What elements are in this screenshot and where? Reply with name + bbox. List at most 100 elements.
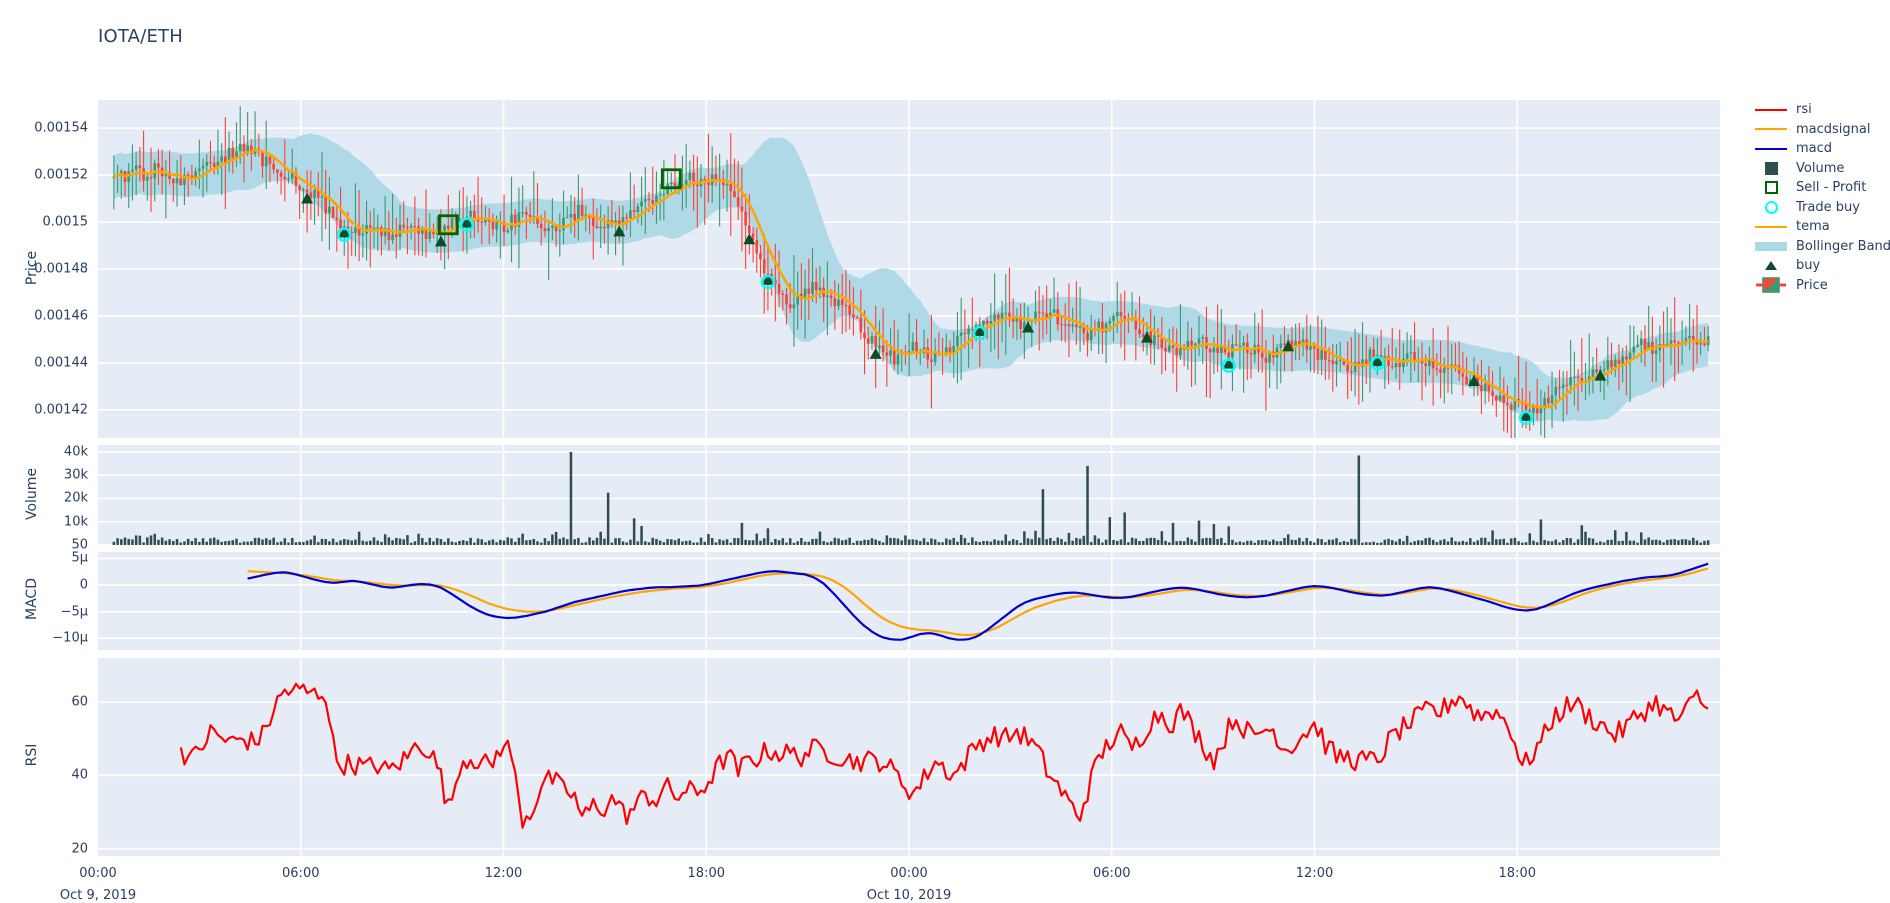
page-title: IOTA/ETH bbox=[98, 26, 183, 47]
legend-item[interactable]: macd bbox=[1752, 139, 1890, 159]
buy-marker bbox=[460, 216, 473, 228]
buy-marker bbox=[743, 233, 756, 245]
trade-buy-marker bbox=[760, 274, 776, 290]
axis-tick-label: 0.00152 bbox=[34, 167, 88, 183]
axis-tick-label: 0.00148 bbox=[34, 261, 88, 277]
legend-item[interactable]: Volume bbox=[1752, 159, 1890, 179]
axis-tick-label: 20 bbox=[71, 841, 88, 857]
legend-item[interactable]: tema bbox=[1752, 217, 1890, 237]
axis-tick-label: 60 bbox=[71, 694, 88, 710]
legend-item-label: rsi bbox=[1796, 102, 1812, 118]
price-axis-title: Price bbox=[24, 250, 40, 286]
rsi-axis-title: RSI bbox=[24, 743, 40, 767]
axis-tick-label: 5µ bbox=[71, 550, 88, 566]
trade-buy-marker bbox=[972, 325, 988, 341]
buy-marker bbox=[1222, 357, 1235, 369]
rsi-line bbox=[179, 682, 1709, 829]
legend-item[interactable]: Trade buy bbox=[1752, 198, 1890, 218]
chart-legend: rsi macdsignal macd Volume Sell - Profit Trad… bbox=[1752, 100, 1890, 295]
x-axis-tick-label: 18:00 bbox=[687, 866, 725, 881]
trade-buy-marker bbox=[459, 217, 475, 232]
candlestick-series bbox=[112, 106, 1710, 438]
axis-tick-label: 20k bbox=[63, 490, 88, 506]
x-axis-tick-label: 06:00 bbox=[282, 866, 320, 881]
legend-item[interactable]: buy bbox=[1752, 256, 1890, 276]
legend-item[interactable]: rsi bbox=[1752, 100, 1890, 120]
legend-item-label: Price bbox=[1796, 277, 1828, 293]
price-panel bbox=[98, 100, 1720, 438]
legend-circle-swatch bbox=[1764, 200, 1778, 214]
legend-item-label: Sell - Profit bbox=[1796, 180, 1867, 196]
legend-item[interactable]: Bollinger Band bbox=[1752, 237, 1890, 257]
legend-item-label: Bollinger Band bbox=[1796, 238, 1890, 254]
axis-tick-label: 0.00154 bbox=[34, 120, 88, 136]
buy-marker bbox=[434, 235, 447, 247]
axis-tick-label: 0.00142 bbox=[34, 402, 88, 418]
buy-marker bbox=[1022, 321, 1035, 333]
macd-line bbox=[247, 562, 1709, 641]
volume-axis-title: Volume bbox=[24, 467, 40, 521]
x-axis-tick-label: 00:00 bbox=[890, 866, 928, 881]
trade-buy-marker bbox=[1518, 410, 1534, 426]
legend-item[interactable]: macdsignal bbox=[1752, 120, 1890, 140]
trade-buy-marker bbox=[336, 227, 352, 242]
legend-item[interactable]: Price bbox=[1752, 276, 1890, 296]
buy-marker bbox=[613, 225, 626, 237]
sell-profit-marker bbox=[437, 214, 459, 236]
volume-panel bbox=[98, 445, 1720, 545]
legend-line-swatch bbox=[1755, 225, 1787, 228]
trade-buy-marker bbox=[1370, 355, 1385, 371]
volume-plot bbox=[98, 445, 1720, 545]
axis-tick-label: −10µ bbox=[52, 630, 88, 646]
legend-line-swatch bbox=[1755, 108, 1787, 111]
axis-tick-label: 40 bbox=[71, 767, 88, 783]
x-axis-tick-label: 06:00 bbox=[1093, 866, 1131, 881]
legend-triangle-swatch bbox=[1765, 261, 1777, 271]
buy-marker bbox=[1468, 374, 1481, 386]
buy-marker bbox=[1520, 409, 1533, 421]
buy-marker bbox=[338, 226, 351, 238]
axis-tick-label: 50 bbox=[71, 537, 88, 553]
buy-marker bbox=[973, 324, 986, 336]
price-plot bbox=[98, 100, 1720, 438]
axis-tick-label: 10k bbox=[63, 514, 88, 530]
buy-marker bbox=[869, 347, 882, 359]
legend-line-swatch bbox=[1755, 128, 1787, 131]
buy-marker bbox=[1282, 340, 1295, 352]
legend-item-label: Trade buy bbox=[1796, 199, 1860, 215]
x-axis-tick-label: 18:00 bbox=[1498, 866, 1536, 881]
x-axis-tick-label: 12:00 bbox=[484, 866, 523, 881]
axis-tick-label: 0 bbox=[79, 577, 88, 593]
axis-tick-label: 40k bbox=[63, 444, 88, 460]
legend-item-label: buy bbox=[1796, 258, 1821, 274]
bollinger-band bbox=[113, 133, 1709, 422]
legend-open-square-swatch bbox=[1764, 181, 1778, 195]
buy-marker bbox=[1140, 331, 1153, 343]
trade-buy-marker bbox=[1221, 358, 1237, 373]
buy-marker bbox=[761, 273, 774, 285]
x-axis-date-label: Oct 9, 2019 bbox=[59, 888, 137, 903]
rsi-panel bbox=[98, 658, 1720, 856]
legend-item-label: tema bbox=[1796, 219, 1830, 235]
axis-tick-label: 0.0015 bbox=[42, 214, 89, 230]
x-axis-date-label: Oct 10, 2019 bbox=[866, 888, 952, 903]
macdsignal-line bbox=[247, 567, 1709, 637]
legend-band-swatch bbox=[1755, 241, 1787, 251]
legend-item[interactable]: Sell - Profit bbox=[1752, 178, 1890, 198]
legend-item-label: macd bbox=[1796, 141, 1833, 157]
legend-square-swatch bbox=[1764, 161, 1778, 175]
legend-candle-swatch bbox=[1756, 277, 1786, 294]
x-axis-tick-label: 12:00 bbox=[1295, 866, 1334, 881]
macd-plot bbox=[98, 552, 1720, 650]
axis-tick-label: 30k bbox=[63, 467, 88, 483]
legend-item-label: macdsignal bbox=[1796, 121, 1871, 137]
legend-item-label: Volume bbox=[1796, 160, 1845, 176]
rsi-plot bbox=[98, 658, 1720, 856]
x-axis-tick-label: 00:00 bbox=[79, 866, 117, 881]
volume-bars bbox=[112, 451, 1710, 545]
tema-line bbox=[113, 148, 1709, 409]
sell-profit-marker bbox=[660, 168, 682, 190]
axis-tick-label: 0.00146 bbox=[34, 308, 88, 324]
axis-tick-label: −5µ bbox=[60, 604, 88, 620]
